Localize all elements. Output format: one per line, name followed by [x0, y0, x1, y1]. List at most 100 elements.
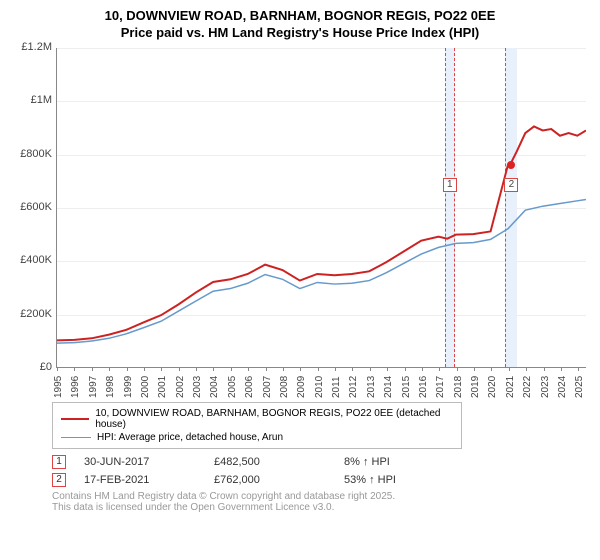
series-hpi: [57, 200, 586, 344]
chart-title: 10, DOWNVIEW ROAD, BARNHAM, BOGNOR REGIS…: [12, 8, 588, 23]
chart-subtitle: Price paid vs. HM Land Registry's House …: [12, 25, 588, 40]
x-tick: [526, 367, 527, 371]
x-tick: [370, 367, 371, 371]
transaction-marker: 1: [52, 455, 66, 469]
legend-swatch: [61, 418, 89, 420]
x-axis-label: 2000: [140, 376, 151, 398]
x-tick: [231, 367, 232, 371]
x-tick: [544, 367, 545, 371]
x-axis-label: 2025: [574, 376, 585, 398]
legend-swatch: [61, 437, 91, 439]
y-axis-label: £400K: [12, 254, 52, 266]
x-tick: [161, 367, 162, 371]
x-axis-label: 2023: [540, 376, 551, 398]
x-tick: [179, 367, 180, 371]
x-axis-label: 2007: [262, 376, 273, 398]
copyright: Contains HM Land Registry data © Crown c…: [52, 491, 588, 513]
x-tick: [387, 367, 388, 371]
series-property: [57, 126, 586, 340]
x-tick: [578, 367, 579, 371]
transaction-price: £762,000: [214, 474, 344, 486]
transaction-row: 1 30-JUN-2017£482,5008% ↑ HPI: [52, 455, 588, 469]
x-axis-label: 2005: [227, 376, 238, 398]
x-axis-label: 2010: [314, 376, 325, 398]
chart-svg: [57, 48, 586, 367]
x-axis-label: 1999: [123, 376, 134, 398]
x-axis-label: 2018: [453, 376, 464, 398]
transaction-row: 2 17-FEB-2021£762,00053% ↑ HPI: [52, 473, 588, 487]
transaction-date: 30-JUN-2017: [84, 456, 214, 468]
x-tick: [57, 367, 58, 371]
x-tick: [422, 367, 423, 371]
x-tick: [509, 367, 510, 371]
legend-label: 10, DOWNVIEW ROAD, BARNHAM, BOGNOR REGIS…: [95, 408, 453, 430]
transaction-list: 1 30-JUN-2017£482,5008% ↑ HPI 2 17-FEB-2021…: [52, 455, 588, 487]
x-axis-label: 2008: [279, 376, 290, 398]
x-axis-label: 2016: [418, 376, 429, 398]
x-axis-label: 2020: [487, 376, 498, 398]
x-tick: [213, 367, 214, 371]
x-tick: [318, 367, 319, 371]
plot-region: 12: [56, 48, 586, 368]
x-axis-label: 2022: [522, 376, 533, 398]
x-axis-label: 2013: [366, 376, 377, 398]
x-axis-label: 2011: [331, 376, 342, 398]
x-tick: [561, 367, 562, 371]
x-axis-label: 1995: [53, 376, 64, 398]
y-axis-label: £1.2M: [12, 41, 52, 53]
chart-container: 10, DOWNVIEW ROAD, BARNHAM, BOGNOR REGIS…: [0, 0, 600, 560]
x-axis-label: 2006: [244, 376, 255, 398]
x-tick: [335, 367, 336, 371]
x-tick: [457, 367, 458, 371]
transaction-pct: 8% ↑ HPI: [344, 456, 444, 468]
y-axis-label: £1M: [12, 94, 52, 106]
transaction-dot-2: [507, 161, 515, 169]
x-tick: [352, 367, 353, 371]
copyright-line2: This data is licensed under the Open Gov…: [52, 502, 588, 513]
x-tick: [196, 367, 197, 371]
x-tick: [300, 367, 301, 371]
x-tick: [127, 367, 128, 371]
legend-item: 10, DOWNVIEW ROAD, BARNHAM, BOGNOR REGIS…: [61, 407, 453, 431]
chart-marker-2: 2: [504, 178, 518, 192]
x-axis-label: 2009: [296, 376, 307, 398]
x-tick: [474, 367, 475, 371]
y-axis-label: £200K: [12, 308, 52, 320]
y-axis-label: £800K: [12, 148, 52, 160]
x-axis-label: 2004: [209, 376, 220, 398]
x-tick: [491, 367, 492, 371]
x-axis-label: 1996: [70, 376, 81, 398]
x-axis-label: 1997: [88, 376, 99, 398]
transaction-date: 17-FEB-2021: [84, 474, 214, 486]
chart-area: 12 £0£200K£400K£600K£800K£1M£1.2M1995199…: [16, 48, 586, 388]
copyright-line1: Contains HM Land Registry data © Crown c…: [52, 491, 588, 502]
y-axis-label: £0: [12, 361, 52, 373]
x-tick: [248, 367, 249, 371]
legend-item: HPI: Average price, detached house, Arun: [61, 431, 453, 444]
legend: 10, DOWNVIEW ROAD, BARNHAM, BOGNOR REGIS…: [52, 402, 462, 449]
transaction-price: £482,500: [214, 456, 344, 468]
chart-marker-1: 1: [443, 178, 457, 192]
transaction-marker: 2: [52, 473, 66, 487]
x-axis-label: 2014: [383, 376, 394, 398]
x-axis-label: 2012: [348, 376, 359, 398]
legend-label: HPI: Average price, detached house, Arun: [97, 432, 283, 443]
x-tick: [405, 367, 406, 371]
x-tick: [92, 367, 93, 371]
x-tick: [74, 367, 75, 371]
x-axis-label: 2019: [470, 376, 481, 398]
x-tick: [283, 367, 284, 371]
x-tick: [144, 367, 145, 371]
x-axis-label: 2017: [435, 376, 446, 398]
y-axis-label: £600K: [12, 201, 52, 213]
x-tick: [266, 367, 267, 371]
x-axis-label: 2003: [192, 376, 203, 398]
x-axis-label: 1998: [105, 376, 116, 398]
transaction-pct: 53% ↑ HPI: [344, 474, 444, 486]
x-axis-label: 2002: [175, 376, 186, 398]
x-tick: [109, 367, 110, 371]
x-axis-label: 2015: [401, 376, 412, 398]
x-axis-label: 2021: [505, 376, 516, 398]
x-axis-label: 2024: [557, 376, 568, 398]
x-axis-label: 2001: [157, 376, 168, 398]
